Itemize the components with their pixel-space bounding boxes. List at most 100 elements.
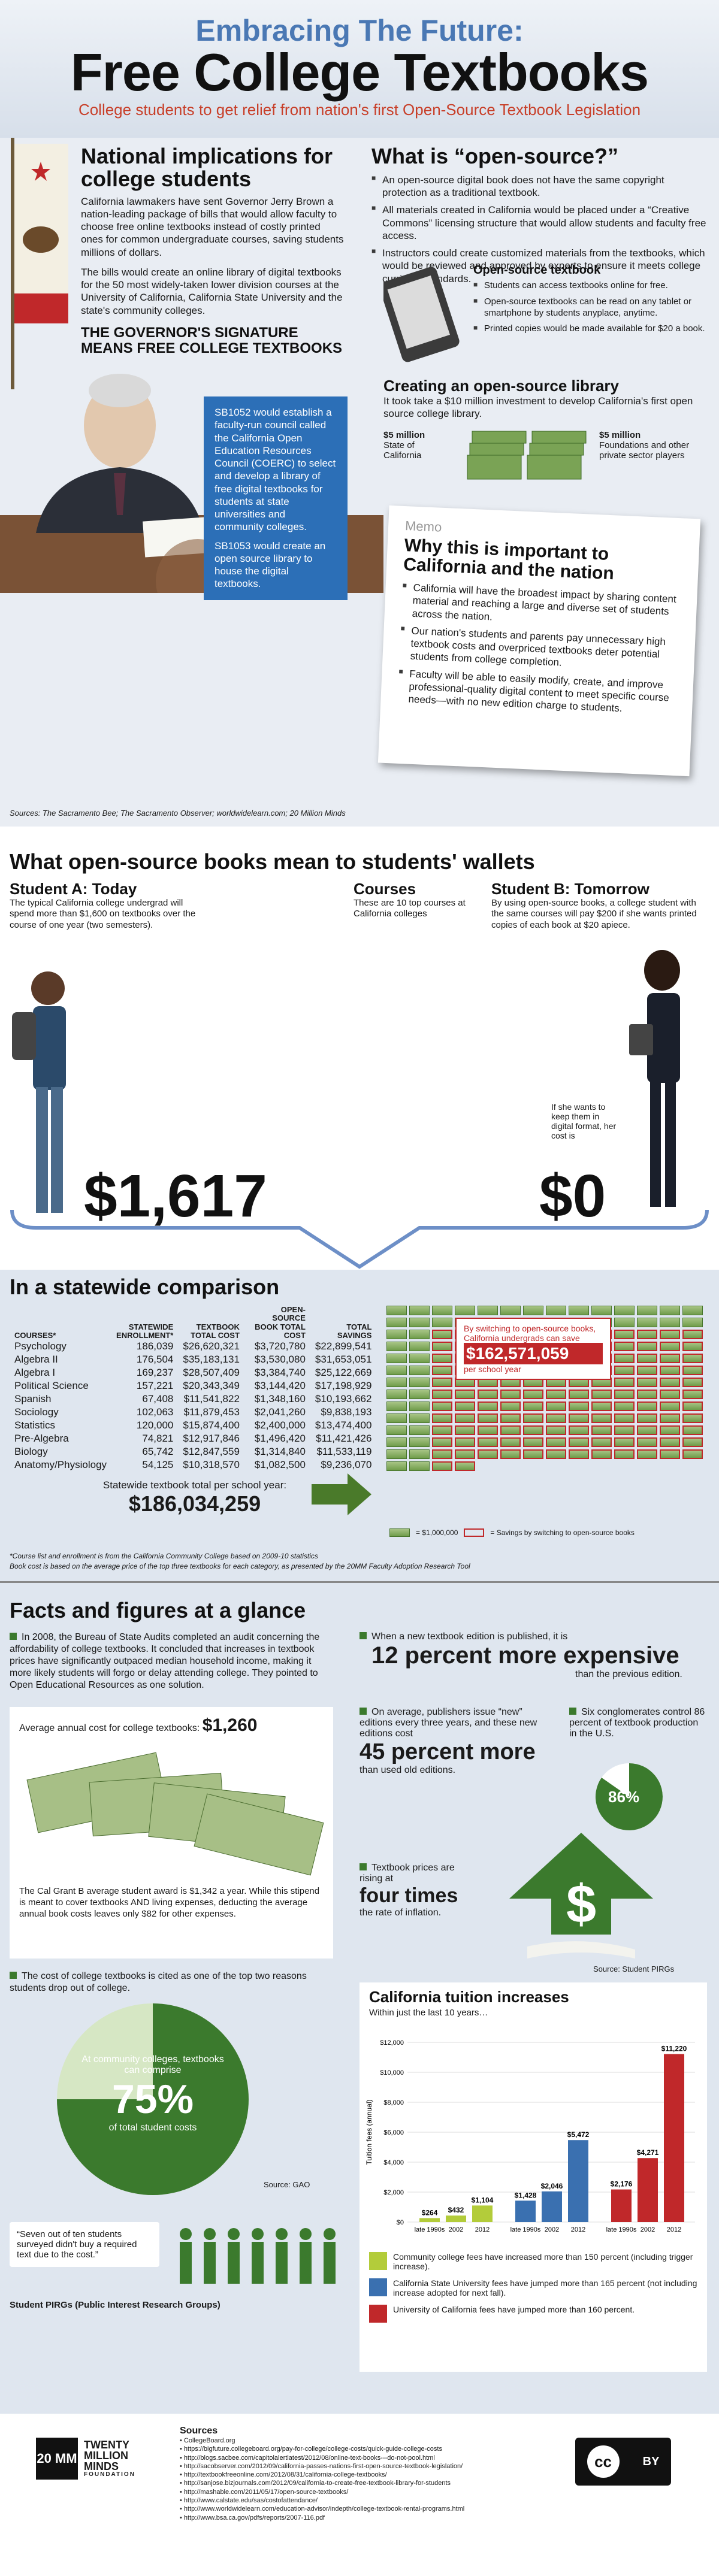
bill-cell xyxy=(660,1366,680,1375)
table-cell: Anatomy/Physiology xyxy=(10,1458,111,1472)
note: *Course list and enrollment is from the … xyxy=(10,1551,705,1561)
bill-cell xyxy=(682,1354,703,1363)
page-title: Free College Textbooks xyxy=(0,42,719,103)
bill-cell xyxy=(432,1390,452,1399)
bill-cell xyxy=(614,1449,635,1459)
bill-cell xyxy=(409,1366,430,1375)
bill-cell xyxy=(682,1437,703,1447)
source-link[interactable]: • CollegeBoard.org xyxy=(180,2436,539,2445)
bill-cell xyxy=(660,1449,680,1459)
table-cell: Sociology xyxy=(10,1406,111,1419)
tablet-icon xyxy=(383,267,461,362)
x-tick-label: 2002 xyxy=(449,2226,463,2233)
y-tick-label: $2,000 xyxy=(383,2189,404,2196)
bill-cell xyxy=(478,1425,498,1435)
table-cell: Psychology xyxy=(10,1340,111,1353)
library-right-amount: $5 million xyxy=(599,430,641,440)
bill-cell xyxy=(386,1461,407,1471)
edition-cost-fact: On average, publishers issue “new” editi… xyxy=(360,1707,557,1776)
table-cell: Algebra I xyxy=(10,1366,111,1379)
source-link[interactable]: • http://www.calstate.edu/sas/costofatte… xyxy=(180,2496,539,2505)
library-right: $5 million Foundations and other private… xyxy=(599,430,707,461)
table-cell: 54,125 xyxy=(111,1458,178,1472)
source-link[interactable]: • http://sacobserver.com/2012/09/califor… xyxy=(180,2462,539,2471)
avg-cost-card: Average annual cost for college textbook… xyxy=(10,1707,333,1959)
table-cell: $11,541,822 xyxy=(178,1393,244,1406)
y-axis-label: Tuition fees (annual) xyxy=(365,2100,373,2165)
bill-cell xyxy=(682,1342,703,1351)
bill-cell xyxy=(614,1354,635,1363)
table-cell: $17,198,929 xyxy=(310,1379,377,1393)
x-tick-label: late 1990s xyxy=(606,2226,637,2233)
col-header: COURSES* xyxy=(10,1306,111,1340)
bill-cell xyxy=(500,1401,521,1411)
bill-cell xyxy=(569,1390,589,1399)
money-fan-icon xyxy=(19,1742,325,1879)
bar xyxy=(542,2191,562,2222)
bill-cell xyxy=(591,1437,612,1447)
courses-text: These are 10 top courses at California c… xyxy=(354,898,473,921)
table-cell: $12,847,559 xyxy=(178,1445,244,1458)
library-heading: Creating an open-source library xyxy=(383,377,707,395)
bill-cell xyxy=(455,1461,475,1471)
dollar-arrow-icon: $ xyxy=(491,1833,671,1964)
bill-cell xyxy=(386,1401,407,1411)
cc-license-badge[interactable]: cc BY xyxy=(575,2438,671,2486)
bar-value-label: $1,104 xyxy=(472,2196,494,2204)
bill-cell xyxy=(500,1425,521,1435)
source-link[interactable]: • http://sanjose.bizjournals.com/2012/09… xyxy=(180,2479,539,2487)
table-cell: $28,507,409 xyxy=(178,1366,244,1379)
source-link[interactable]: • http://www.worldwidelearn.com/educatio… xyxy=(180,2505,539,2513)
bill-cell xyxy=(523,1306,543,1315)
student-a-block: Student A: Today The typical California … xyxy=(10,880,207,931)
bill-cell xyxy=(432,1330,452,1339)
bill-cell xyxy=(432,1401,452,1411)
table-cell: $2,400,000 xyxy=(244,1419,310,1432)
bill-cell xyxy=(500,1390,521,1399)
bill-cell xyxy=(682,1318,703,1327)
bill-cell xyxy=(637,1306,657,1315)
source-link[interactable]: • http://mashable.com/2011/05/17/open-so… xyxy=(180,2488,539,2496)
bill-cell xyxy=(660,1425,680,1435)
bill-cell xyxy=(660,1413,680,1423)
table-row: Sociology 102,063 $11,879,453 $2,041,260 $9,… xyxy=(10,1406,376,1419)
table-row: Anatomy/Physiology 54,125 $10,318,570 $1,08… xyxy=(10,1458,376,1472)
sources-list-block: Sources • CollegeBoard.org • https://bigf… xyxy=(180,2426,539,2522)
facts-section: Facts and figures at a glance In 2008, t… xyxy=(0,1581,719,2414)
student-b-block: Student B: Tomorrow By using open-source… xyxy=(491,880,707,931)
bill-cell xyxy=(569,1401,589,1411)
bill-cell xyxy=(614,1318,635,1327)
table-cell: $3,144,420 xyxy=(244,1379,310,1393)
list-item: An open-source digital book does not hav… xyxy=(371,174,707,199)
table-cell: $1,082,500 xyxy=(244,1458,310,1472)
svg-text:$: $ xyxy=(566,1875,596,1935)
table-row: Statistics 120,000 $15,874,400 $2,400,000 $1… xyxy=(10,1419,376,1432)
bill-cell xyxy=(660,1354,680,1363)
library-left: $5 million State of California xyxy=(383,430,443,461)
bill-cell xyxy=(478,1306,498,1315)
bill-cell xyxy=(386,1449,407,1459)
table-cell: $3,530,080 xyxy=(244,1353,310,1366)
x-tick-label: 2002 xyxy=(641,2226,655,2233)
org-logo: 20 MM TWENTY MILLION MINDS FOUNDATION xyxy=(36,2438,168,2480)
table-cell: $12,917,846 xyxy=(178,1432,244,1445)
bill-cell xyxy=(409,1461,430,1471)
bill-cell xyxy=(523,1425,543,1435)
bill-cell xyxy=(682,1390,703,1399)
table-cell: $11,533,119 xyxy=(310,1445,377,1458)
bar xyxy=(611,2190,632,2222)
source-link[interactable]: • https://bigfuture.collegeboard.org/pay… xyxy=(180,2445,539,2453)
bill-cell xyxy=(682,1306,703,1315)
bill-cell xyxy=(546,1401,566,1411)
saving-text: By switching to open-source books, Calif… xyxy=(464,1324,603,1343)
table-cell: Pre-Algebra xyxy=(10,1432,111,1445)
bar-value-label: $1,428 xyxy=(515,2191,537,2199)
source-link[interactable]: • http://blogs.sacbee.com/capitolalertla… xyxy=(180,2454,539,2462)
bill-cell xyxy=(386,1413,407,1423)
bar-value-label: $11,220 xyxy=(661,2045,687,2053)
org-logo-mark: 20 MM xyxy=(36,2438,78,2480)
student-b-figure xyxy=(617,946,707,1228)
source-link[interactable]: • http://www.bsa.ca.gov/pdfs/reports/200… xyxy=(180,2514,539,2522)
source-link[interactable]: • http://textbookfreeonline.com/2012/08/… xyxy=(180,2471,539,2479)
bill-cell xyxy=(660,1378,680,1387)
